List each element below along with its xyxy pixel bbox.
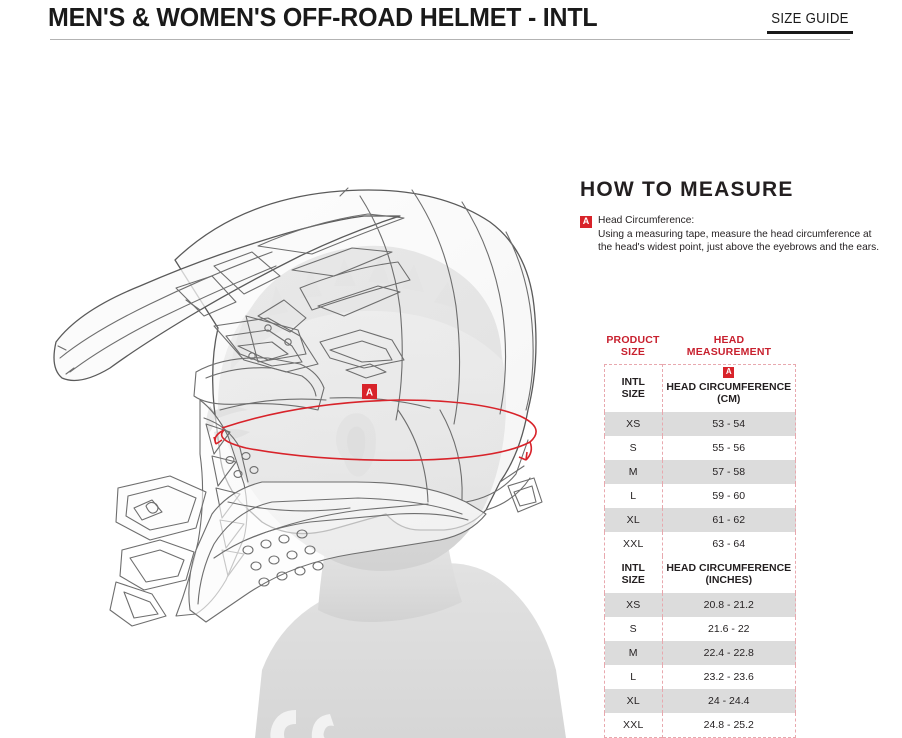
table-row: S 21.6 - 22 [604,617,796,641]
row-size: XS [604,593,663,617]
badge-a-icon: A [580,216,592,228]
section-header-cm: INTL SIZE A HEAD CIRCUMFERENCE (CM) [604,364,796,412]
helmet-line-art [53,187,543,627]
row-value: 61 - 62 [662,508,796,532]
page-header: MEN'S & WOMEN'S OFF-ROAD HELMET - INTL S… [0,0,902,50]
measurement-badge-a: A [362,384,377,399]
section-size-label-inches: INTL SIZE [604,556,663,593]
table-row: XL 24 - 24.4 [604,689,796,713]
measure-instruction: A Head Circumference: Using a measuring … [580,214,890,255]
row-size: L [604,665,663,689]
table-row: XL 61 - 62 [604,508,796,532]
row-size: S [604,617,663,641]
size-table-body: INTL SIZE A HEAD CIRCUMFERENCE (CM) XS 53 … [604,364,796,738]
row-size: S [604,436,663,460]
row-value: 53 - 54 [662,412,796,436]
size-table-section: PRODUCT SIZE HEAD MEASUREMENT INTL SIZE A H… [604,334,796,738]
section-measure-label-inches: HEAD CIRCUMFERENCE (INCHES) [662,556,796,593]
measure-item-title: Head Circumference: [598,214,695,226]
row-value: 21.6 - 22 [662,617,796,641]
section-measure-label-cm: A HEAD CIRCUMFERENCE (CM) [662,364,796,412]
table-row: L 59 - 60 [604,484,796,508]
size-guide-label: SIZE GUIDE [771,10,849,27]
table-row: XS 53 - 54 [604,412,796,436]
how-to-measure-section: HOW TO MEASURE A Head Circumference: Usi… [580,178,890,255]
badge-a-icon: A [723,367,735,378]
row-value: 55 - 56 [662,436,796,460]
row-value: 59 - 60 [662,484,796,508]
row-value: 20.8 - 21.2 [662,593,796,617]
row-size: M [604,460,663,484]
row-size: XS [604,412,663,436]
table-row: XXL 63 - 64 [604,532,796,556]
row-size: XXL [604,713,663,738]
section-size-label-cm: INTL SIZE [604,364,663,412]
size-guide-underline [766,31,853,34]
table-row: XXL 24.8 - 25.2 [604,713,796,738]
row-value: 57 - 58 [662,460,796,484]
svg-text:A: A [366,388,373,399]
table-row: M 22.4 - 22.8 [604,641,796,665]
table-row: XS 20.8 - 21.2 [604,593,796,617]
table-row: S 55 - 56 [604,436,796,460]
table-row: M 57 - 58 [604,460,796,484]
heading-product-size: PRODUCT SIZE [606,334,660,358]
measure-item-body: Using a measuring tape, measure the head… [598,227,880,254]
row-value: 22.4 - 22.8 [662,641,796,665]
size-guide-tag: SIZE GUIDE [766,10,854,34]
page-title: MEN'S & WOMEN'S OFF-ROAD HELMET - INTL [48,2,598,32]
row-size: L [604,484,663,508]
row-value: 23.2 - 23.6 [662,665,796,689]
helmet-illustration: A [0,110,580,738]
row-size: XL [604,689,663,713]
row-size: M [604,641,663,665]
header-divider [50,39,850,40]
row-value: 24 - 24.4 [662,689,796,713]
row-size: XXL [604,532,663,556]
size-table: INTL SIZE A HEAD CIRCUMFERENCE (CM) XS 53 … [604,364,796,738]
heading-head-measurement: HEAD MEASUREMENT [686,334,772,358]
table-column-headings: PRODUCT SIZE HEAD MEASUREMENT [604,334,796,358]
row-size: XL [604,508,663,532]
table-row: L 23.2 - 23.6 [604,665,796,689]
row-value: 24.8 - 25.2 [662,713,796,738]
row-value: 63 - 64 [662,532,796,556]
measurement-line [213,399,537,462]
section-header-inches: INTL SIZE HEAD CIRCUMFERENCE (INCHES) [604,556,796,593]
how-to-measure-title: HOW TO MEASURE [580,178,794,201]
